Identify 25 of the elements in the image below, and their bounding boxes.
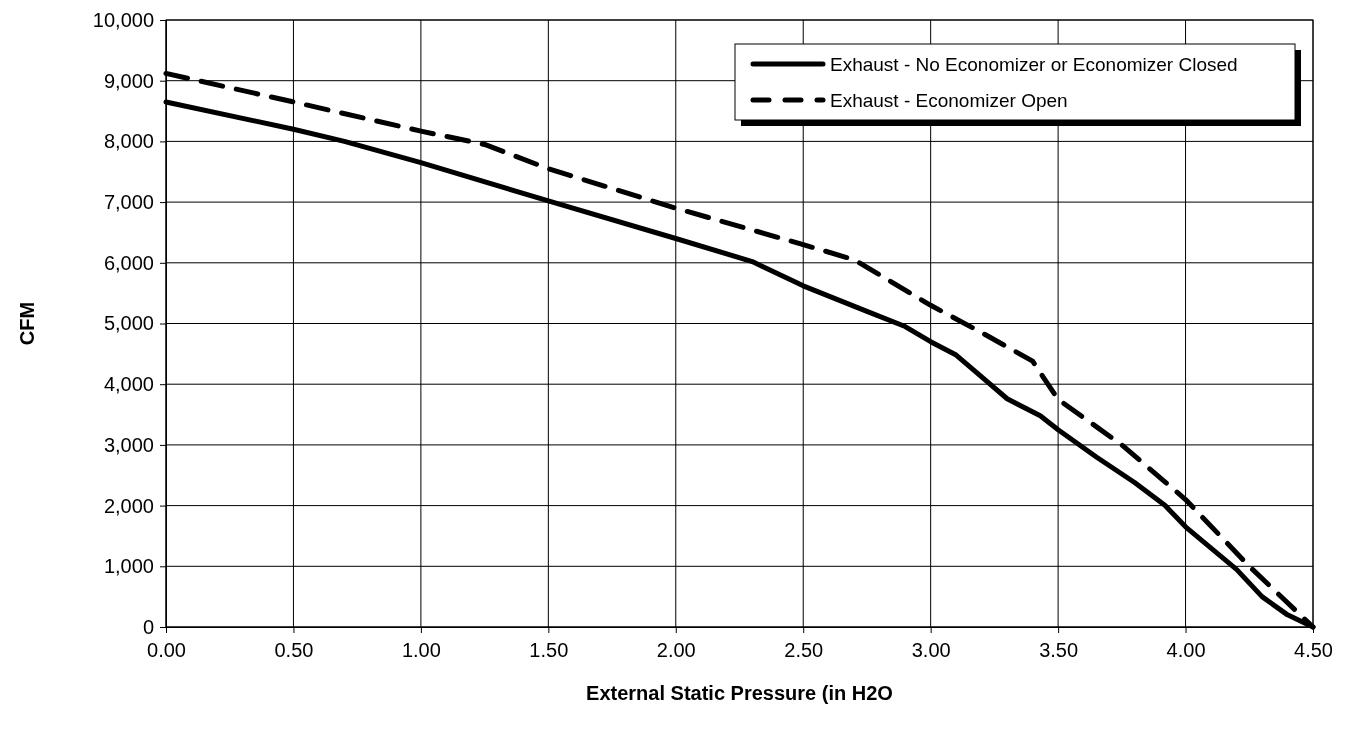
x-tick-label: 1.00 (401, 639, 441, 662)
x-tick-label: 2.00 (656, 639, 696, 662)
x-tick-label: 1.50 (529, 639, 569, 662)
y-tick-label: 7,000 (103, 191, 154, 213)
x-tick-label: 3.00 (911, 639, 951, 662)
y-axis-title: CFM (16, 301, 38, 346)
y-tick-label: 2,000 (103, 494, 154, 517)
y-tick-label: 8,000 (103, 130, 154, 153)
y-tick-label: 9,000 (103, 69, 154, 92)
y-tick-label: 6,000 (103, 251, 154, 274)
x-tick-label: 2.50 (784, 639, 824, 662)
x-tick-label: 3.50 (1039, 639, 1079, 662)
y-tick-label: 4,000 (103, 373, 154, 396)
x-tick-label: 0.00 (147, 639, 186, 662)
legend-label: Exhaust - Economizer Open (830, 90, 1068, 111)
x-axis-title: External Static Pressure (in H2O (586, 682, 893, 704)
x-tick-label: 4.00 (1166, 639, 1206, 662)
x-tick-label: 4.50 (1294, 639, 1333, 662)
y-tick-label: 1,000 (103, 555, 154, 578)
y-tick-label: 5,000 (103, 312, 154, 335)
legend-label: Exhaust - No Economizer or Economizer Closed (830, 54, 1238, 75)
y-tick-label: 3,000 (103, 433, 154, 456)
y-tick-label: 0 (142, 615, 154, 638)
x-tick-label: 0.50 (274, 639, 314, 662)
y-tick-label: 10,000 (92, 8, 154, 31)
